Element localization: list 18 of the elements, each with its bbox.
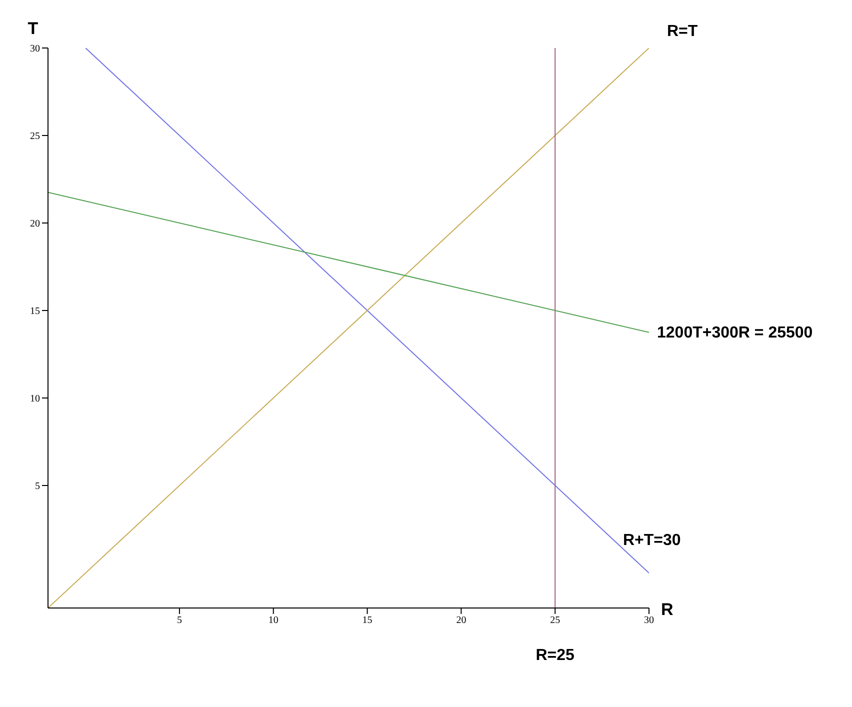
x-tick-label: 5 [176, 615, 182, 626]
y-axis-title: T [28, 19, 39, 38]
series-label: R+T=30 [623, 532, 681, 549]
x-tick-label: 25 [550, 615, 560, 626]
y-tick-label: 30 [30, 44, 40, 55]
x-tick-label: 15 [362, 615, 372, 626]
text: R=25 [536, 647, 575, 664]
y-tick-label: 25 [30, 131, 40, 142]
x-tick-label: 20 [456, 615, 466, 626]
y-tick-label: 20 [30, 218, 40, 230]
y-tick-label: 5 [35, 481, 40, 492]
x-tick-label: 30 [644, 615, 654, 626]
x-tick-label: 10 [268, 615, 278, 626]
series-label: 1200T+300R = 25500 [657, 324, 813, 342]
y-tick-label: 15 [30, 306, 40, 318]
series-label: R=T [667, 23, 698, 40]
y-tick-label: 10 [30, 394, 40, 405]
x-axis-title: R [661, 600, 674, 620]
